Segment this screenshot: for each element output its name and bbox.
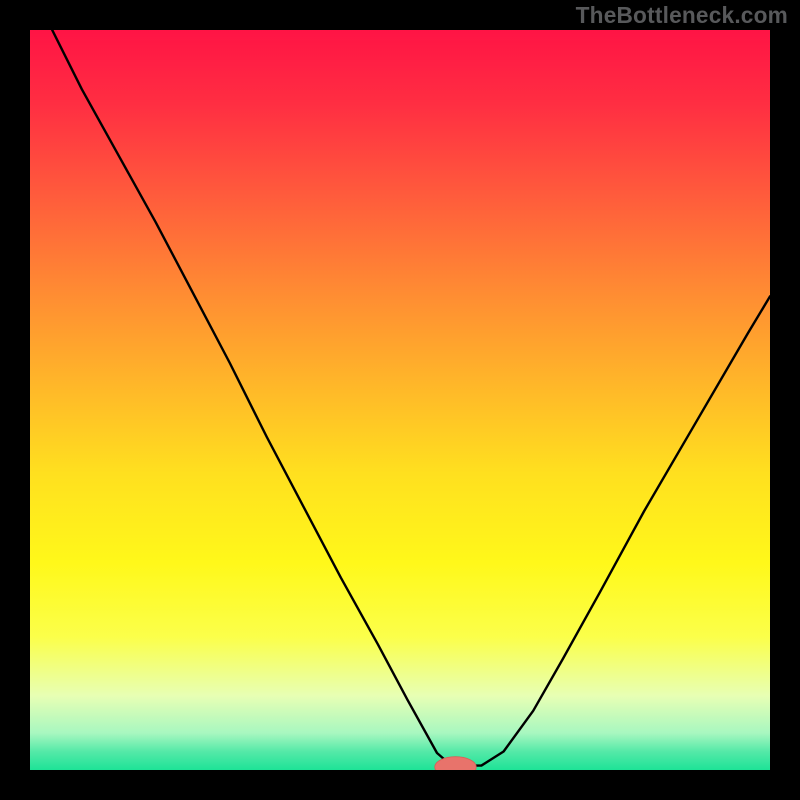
plot-background — [30, 30, 770, 770]
watermark-text: TheBottleneck.com — [576, 2, 788, 29]
bottleneck-chart — [0, 0, 800, 800]
chart-frame: TheBottleneck.com — [0, 0, 800, 800]
